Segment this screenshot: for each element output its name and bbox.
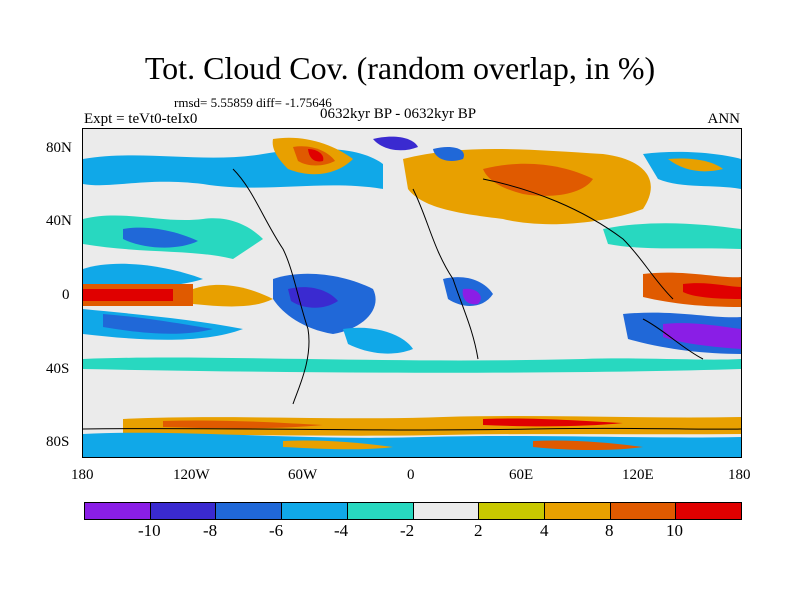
x-tick-180w: 180 bbox=[71, 467, 94, 483]
colorbar-swatch-7 bbox=[479, 503, 545, 519]
colorbar-swatch-6 bbox=[413, 503, 480, 519]
colorbar-swatch-8 bbox=[544, 503, 611, 519]
y-tick-80s: 80S bbox=[46, 434, 70, 450]
colorbar-label-7: 4 bbox=[540, 521, 549, 540]
experiment-label: Expt = teVt0-teIx0 bbox=[84, 111, 198, 127]
colorbar-swatch-1 bbox=[85, 503, 151, 519]
colorbar-swatch-4 bbox=[282, 503, 348, 519]
y-tick-80n: 80N bbox=[46, 140, 72, 156]
colorbar-label-6: 2 bbox=[474, 521, 483, 540]
x-tick-0: 0 bbox=[407, 467, 415, 483]
colorbar-swatch-5 bbox=[347, 503, 414, 519]
period-label: 0632kyr BP - 0632kyr BP bbox=[320, 106, 477, 122]
colorbar-label-4: -4 bbox=[334, 521, 349, 540]
y-tick-40s: 40S bbox=[46, 361, 70, 377]
colorbar-label-3: -6 bbox=[269, 521, 284, 540]
colorbar-label-9: 10 bbox=[666, 521, 683, 540]
colorbar-label-2: -8 bbox=[203, 521, 218, 540]
x-tick-180e: 180 bbox=[728, 467, 751, 483]
y-tick-0: 0 bbox=[62, 287, 70, 303]
colorbar-swatch-10 bbox=[676, 503, 742, 519]
colorbar-swatch-2 bbox=[150, 503, 217, 519]
x-tick-60w: 60W bbox=[288, 467, 318, 483]
y-tick-40n: 40N bbox=[46, 213, 72, 229]
cloud-cover-map bbox=[83, 129, 741, 457]
colorbar-label-1: -10 bbox=[138, 521, 161, 540]
x-tick-120e: 120E bbox=[622, 467, 654, 483]
chart-title: Tot. Cloud Cov. (random overlap, in %) bbox=[144, 50, 656, 86]
colorbar-swatch-9 bbox=[610, 503, 677, 519]
colorbar-swatch-3 bbox=[216, 503, 283, 519]
map-panel bbox=[82, 128, 742, 458]
colorbar-label-5: -2 bbox=[400, 521, 415, 540]
stats-text: rmsd= 5.55859 diff= -1.75646 bbox=[174, 95, 332, 110]
colorbar-label-8: 8 bbox=[605, 521, 614, 540]
season-label: ANN bbox=[707, 111, 741, 127]
x-tick-120w: 120W bbox=[173, 467, 210, 483]
colorbar bbox=[84, 502, 742, 520]
x-tick-60e: 60E bbox=[509, 467, 534, 483]
